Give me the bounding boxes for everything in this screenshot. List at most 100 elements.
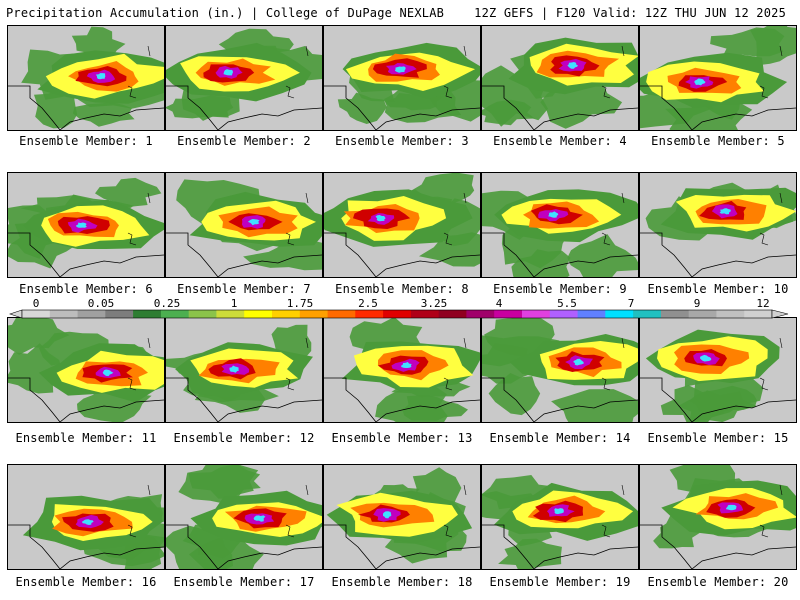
- ensemble-map-panel: [323, 172, 481, 278]
- precipitation-map: [166, 465, 322, 569]
- precipitation-map: [324, 173, 480, 277]
- state-border: [463, 484, 467, 496]
- state-border: [482, 85, 535, 130]
- precipitation-map: [482, 26, 638, 130]
- coastline: [691, 254, 796, 277]
- ensemble-member-label: Ensemble Member: 17: [173, 575, 315, 589]
- colorbar-swatch: [438, 310, 467, 318]
- colorbar-min-arrow: [9, 309, 23, 319]
- colorbar-swatch: [272, 310, 301, 318]
- state-border: [8, 377, 61, 422]
- max-precip-area: [76, 222, 87, 228]
- max-precip-area: [700, 354, 712, 362]
- state-border: [621, 192, 625, 204]
- ensemble-member-label: Ensemble Member: 12: [173, 431, 315, 445]
- ensemble-member-label: Ensemble Member: 11: [15, 431, 157, 445]
- precipitation-map: [640, 26, 796, 130]
- state-border: [127, 377, 137, 391]
- coastline: [59, 254, 164, 277]
- precipitation-map: [640, 318, 796, 422]
- ensemble-member-label: Ensemble Member: 3: [335, 134, 469, 148]
- state-border: [166, 232, 219, 277]
- state-border: [621, 484, 625, 496]
- light-precip-area: [488, 373, 541, 416]
- state-border: [8, 85, 61, 130]
- coastline: [59, 107, 164, 130]
- precipitation-map: [324, 318, 480, 422]
- precipitation-map: [8, 318, 164, 422]
- max-precip-area: [102, 369, 114, 377]
- max-precip-area: [95, 73, 106, 80]
- map-title: Precipitation Accumulation (in.) | Colle…: [6, 6, 445, 20]
- colorbar-swatch: [244, 310, 273, 318]
- colorbar-tick-label: 1.75: [286, 297, 314, 310]
- precipitation-colorbar: [9, 309, 789, 319]
- precipitation-map: [640, 465, 796, 569]
- colorbar-tick-label: 1: [230, 297, 238, 310]
- ensemble-member-label: Ensemble Member: 5: [651, 134, 785, 148]
- precipitation-map: [166, 318, 322, 422]
- coastline: [533, 546, 638, 569]
- state-border: [779, 45, 783, 57]
- precipitation-map: [8, 173, 164, 277]
- ensemble-map-panel: [639, 464, 797, 570]
- light-precip-area: [72, 102, 135, 127]
- colorbar-tick-label: 12: [756, 297, 770, 310]
- colorbar-swatch: [355, 310, 384, 318]
- state-border: [147, 192, 151, 204]
- max-precip-area: [694, 78, 706, 86]
- coastline: [375, 399, 480, 422]
- colorbar-swatch: [660, 310, 690, 318]
- light-precip-area: [749, 26, 796, 66]
- colorbar-swatch: [383, 310, 412, 318]
- state-border: [443, 524, 453, 538]
- state-border: [305, 484, 309, 496]
- ensemble-member-label: Ensemble Member: 18: [331, 575, 473, 589]
- coastline: [217, 107, 322, 130]
- colorbar-swatch: [716, 310, 745, 318]
- state-border: [482, 232, 535, 277]
- colorbar-swatch: [216, 310, 245, 318]
- precipitation-map: [166, 173, 322, 277]
- state-border: [640, 377, 693, 422]
- coastline: [533, 254, 638, 277]
- ensemble-map-panel: [481, 464, 639, 570]
- colorbar-swatch: [22, 310, 51, 318]
- state-border: [127, 85, 137, 99]
- ensemble-map-panel: [7, 25, 165, 131]
- colorbar-swatch: [327, 310, 356, 318]
- state-border: [166, 377, 219, 422]
- state-border: [305, 45, 309, 57]
- max-precip-area: [401, 362, 412, 368]
- max-precip-area: [719, 208, 731, 215]
- light-precip-area: [665, 101, 753, 130]
- ensemble-member-label: Ensemble Member: 9: [493, 282, 627, 296]
- colorbar-tick-label: 3.25: [420, 297, 448, 310]
- max-precip-area: [247, 219, 260, 226]
- light-precip-area: [271, 324, 312, 364]
- light-precip-area: [95, 177, 162, 208]
- precipitation-map: [8, 26, 164, 130]
- colorbar-tick-label: 2.5: [358, 297, 378, 310]
- ensemble-map-panel: [165, 25, 323, 131]
- state-border: [463, 192, 467, 204]
- state-border: [147, 337, 151, 349]
- ensemble-map-panel: [481, 317, 639, 423]
- colorbar-swatch: [688, 310, 717, 318]
- state-border: [285, 232, 295, 246]
- state-border: [324, 232, 377, 277]
- ensemble-map-panel: [481, 25, 639, 131]
- state-border: [759, 524, 769, 538]
- max-precip-area: [253, 515, 266, 522]
- colorbar-swatch: [49, 310, 79, 318]
- state-border: [8, 524, 61, 569]
- light-precip-area: [71, 26, 126, 60]
- colorbar-swatch: [188, 310, 217, 318]
- colorbar-swatch: [105, 310, 134, 318]
- ensemble-map-panel: [7, 464, 165, 570]
- light-precip-area: [511, 249, 571, 277]
- coastline: [375, 546, 480, 569]
- light-precip-area: [551, 389, 638, 422]
- coastline: [217, 254, 322, 277]
- colorbar-tick-label: 4: [495, 297, 503, 310]
